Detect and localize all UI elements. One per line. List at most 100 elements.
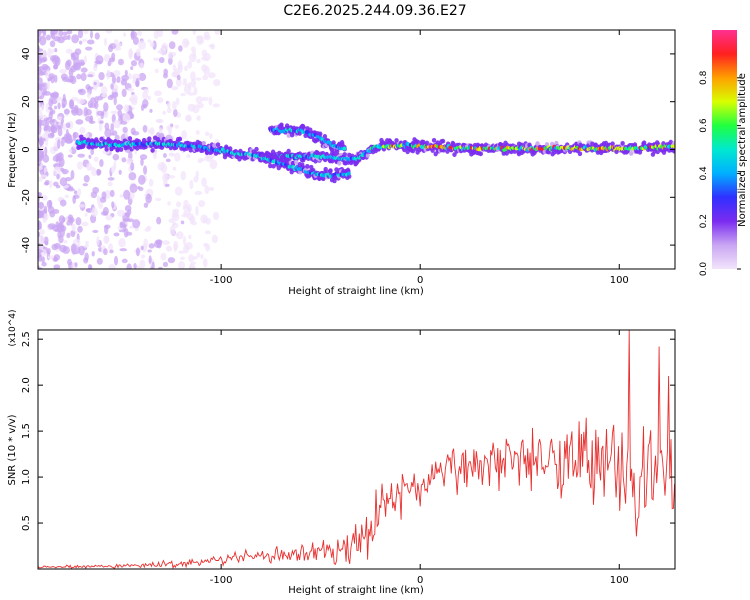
heatmap-halo-cell <box>342 152 346 157</box>
heatmap-noise-cell <box>169 152 174 155</box>
heatmap-noise-cell <box>54 106 57 110</box>
heatmap-noise-cell <box>125 212 130 217</box>
heatmap-noise-cell <box>101 191 106 199</box>
heatmap-noise-cell <box>195 206 199 216</box>
heatmap-noise-cell <box>213 103 220 107</box>
heatmap-noise-cell <box>159 57 165 63</box>
heatmap-noise-cell <box>85 84 90 90</box>
heatmap-noise-cell <box>106 215 113 220</box>
heatmap-noise-cell <box>81 222 88 227</box>
heatmap-noise-cell <box>87 39 95 44</box>
heatmap-halo-cell <box>610 141 614 146</box>
heatmap-noise-cell <box>57 139 60 149</box>
heatmap-noise-cell <box>182 81 187 86</box>
heatmap-noise-cell <box>125 205 132 212</box>
snr-scale-note: (x10^4) <box>8 309 18 346</box>
heatmap-noise-cell <box>35 110 42 120</box>
heatmap-noise-cell <box>141 254 146 258</box>
heatmap-noise-cell <box>206 218 211 225</box>
heatmap-noise-cell <box>57 231 61 239</box>
heatmap-noise-cell <box>76 74 81 80</box>
heatmap-noise-cell <box>38 202 44 209</box>
heatmap-noise-cell <box>77 154 85 158</box>
colorbar-scale <box>712 30 737 269</box>
heatmap-noise-cell <box>196 59 200 63</box>
heatmap-noise-cell <box>77 98 85 104</box>
heatmap-halo-cell <box>104 147 108 152</box>
heatmap-noise-cell <box>99 120 103 123</box>
heatmap-noise-cell <box>44 125 48 131</box>
heatmap-noise-cell <box>49 112 53 120</box>
heatmap-noise-cell <box>41 174 47 178</box>
heatmap-noise-cell <box>202 75 208 80</box>
heatmap-noise-cell <box>79 41 82 45</box>
heatmap-noise-cell <box>96 169 101 175</box>
heatmap-noise-cell <box>108 177 115 181</box>
heatmap-noise-cell <box>193 28 196 35</box>
heatmap-noise-cell <box>108 181 113 186</box>
heatmap-noise-cell <box>155 69 159 73</box>
heatmap-noise-cell <box>163 153 167 158</box>
heatmap-noise-cell <box>163 69 168 76</box>
heatmap-noise-cell <box>174 233 179 236</box>
heatmap-noise-cell <box>103 235 109 244</box>
heatmap-noise-cell <box>90 102 97 108</box>
heatmap-noise-cell <box>56 185 60 189</box>
heatmap-noise-cell <box>44 146 47 155</box>
heatmap-noise-cell <box>114 256 118 266</box>
y-tick-label: 1.5 <box>21 423 32 439</box>
heatmap-noise-cell <box>37 220 41 226</box>
heatmap-noise-cell <box>77 161 83 169</box>
y-tick-label: 0.5 <box>21 515 32 531</box>
heatmap-noise-cell <box>104 225 108 234</box>
heatmap-noise-cell <box>175 125 179 129</box>
heatmap-noise-cell <box>167 79 173 89</box>
heatmap-noise-cell <box>181 130 187 139</box>
heatmap-core-cell <box>347 172 351 176</box>
colorbar-tick-label: 0.6 <box>699 118 709 133</box>
heatmap-noise-cell <box>171 86 178 90</box>
heatmap-halo-cell <box>318 131 322 136</box>
heatmap-noise-cell <box>56 156 60 161</box>
heatmap-noise-cell <box>185 114 191 122</box>
heatmap-noise-cell <box>101 86 107 95</box>
heatmap-noise-cell <box>46 35 51 41</box>
heatmap-noise-cell <box>110 83 114 89</box>
heatmap-noise-cell <box>49 120 54 123</box>
heatmap-noise-cell <box>56 122 59 125</box>
heatmap-noise-cell <box>122 218 130 221</box>
heatmap-noise-cell <box>97 258 103 265</box>
heatmap-noise-cell <box>60 199 67 206</box>
heatmap-noise-cell <box>38 235 44 243</box>
heatmap-noise-cell <box>124 228 129 238</box>
heatmap-halo-cell <box>150 148 154 153</box>
heatmap-noise-cell <box>167 201 171 205</box>
heatmap-noise-cell <box>85 47 92 51</box>
heatmap-noise-cell <box>132 219 140 228</box>
heatmap-noise-cell <box>149 179 154 187</box>
heatmap-noise-cell <box>39 58 46 62</box>
heatmap-noise-cell <box>126 263 131 272</box>
heatmap-noise-cell <box>66 220 70 225</box>
heatmap-noise-cell <box>108 243 113 251</box>
colorbar: 0.0 0.2 0.4 0.6 0.8 Normalized spectral ampl… <box>699 30 748 276</box>
heatmap-noise-cell <box>84 213 87 217</box>
heatmap-noise-cell <box>149 109 152 113</box>
heatmap-noise-cell <box>72 195 76 204</box>
heatmap-noise-cell <box>127 88 134 92</box>
heatmap-noise-cell <box>121 157 126 162</box>
heatmap-noise-cell <box>130 94 138 103</box>
heatmap-noise-cell <box>205 155 212 162</box>
heatmap-noise-cell <box>39 77 43 84</box>
heatmap-noise-cell <box>112 75 116 85</box>
heatmap-noise-cell <box>136 48 141 56</box>
heatmap-noise-cell <box>201 177 207 187</box>
heatmap-noise-cell <box>40 138 46 142</box>
heatmap-halo-cell <box>328 169 332 174</box>
heatmap-noise-cell <box>183 200 189 209</box>
heatmap-noise-cell <box>117 110 122 118</box>
heatmap-noise-cell <box>47 78 50 82</box>
heatmap-noise-cell <box>84 56 87 64</box>
colorbar-tick-label: 0.2 <box>699 214 709 228</box>
heatmap-noise-cell <box>131 30 135 40</box>
